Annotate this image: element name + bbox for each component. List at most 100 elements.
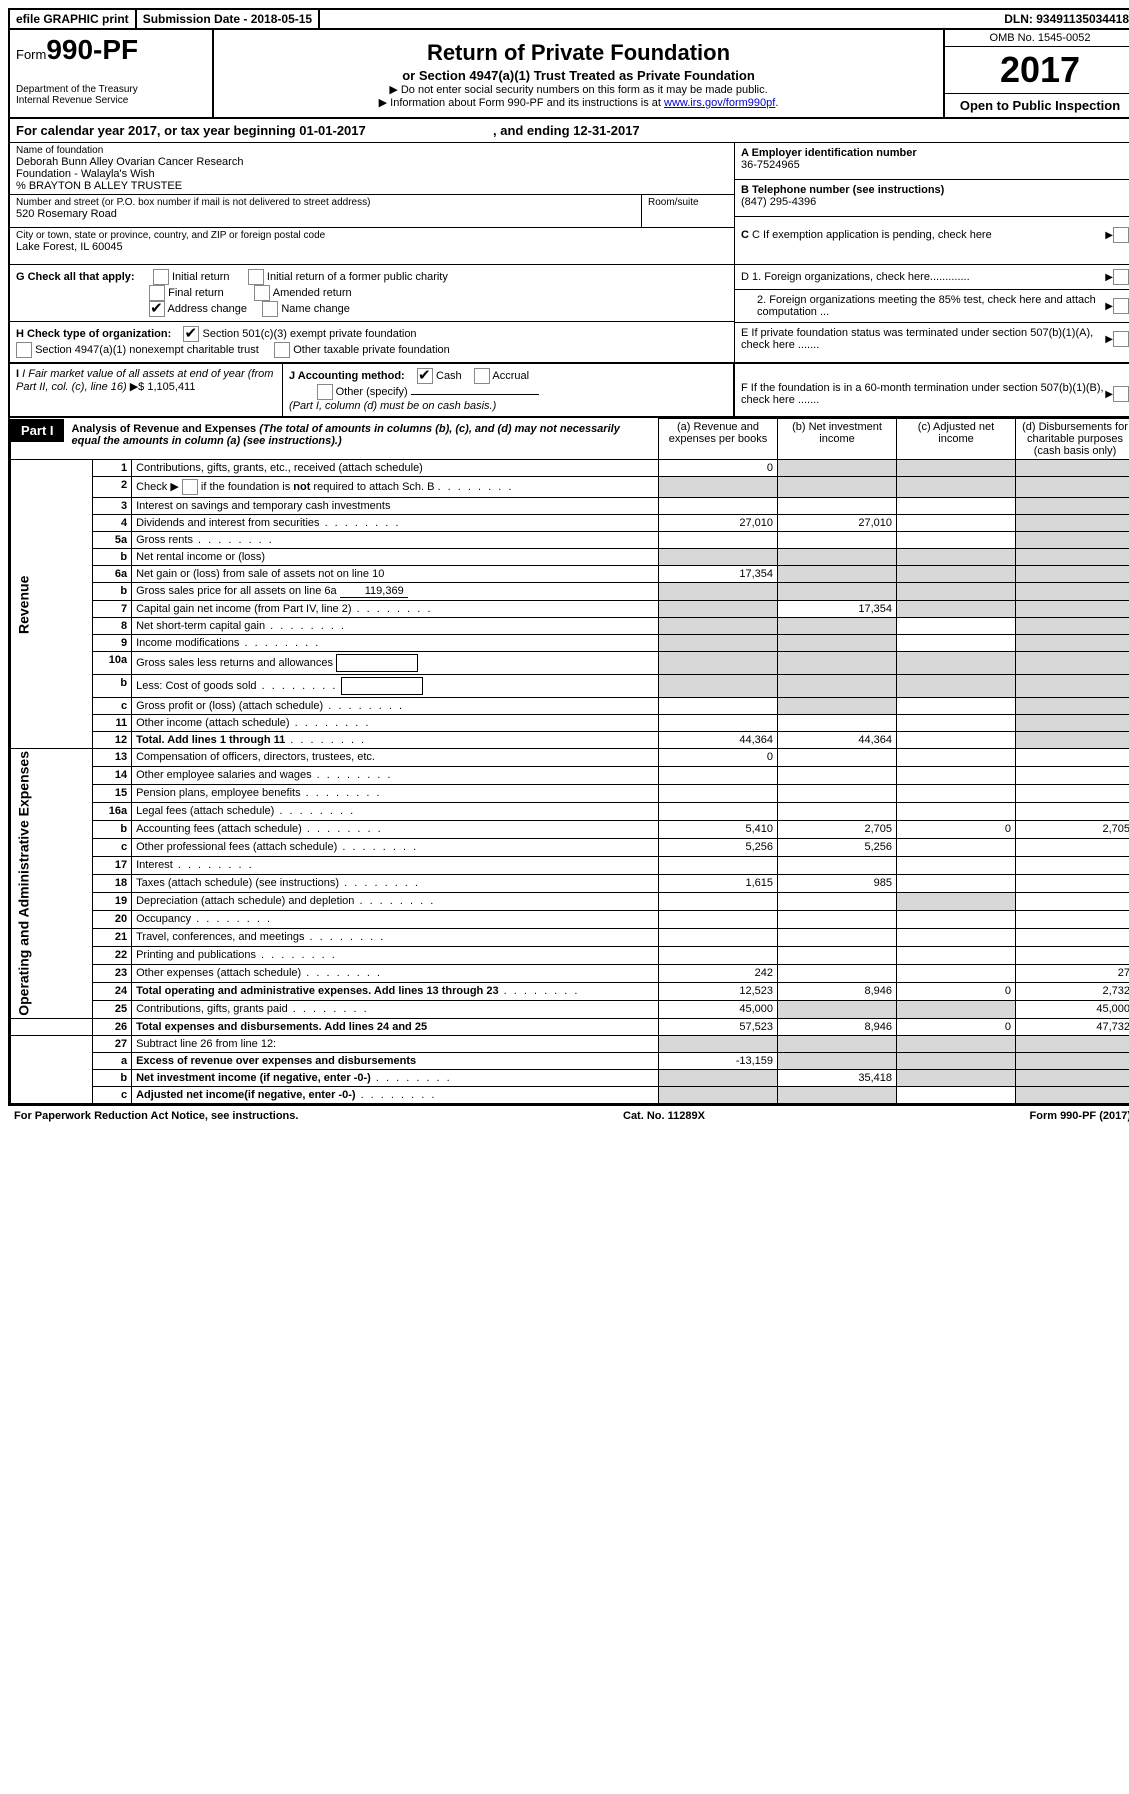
e-label: E If private foundation status was termi… <box>741 327 1105 351</box>
exemption-cell: C C If exemption application is pending,… <box>735 217 1129 253</box>
d2-checkbox[interactable] <box>1113 298 1129 314</box>
line-num: 26 <box>93 1018 132 1035</box>
schb-checkbox[interactable] <box>182 479 198 495</box>
cell-a: 27,010 <box>659 515 778 532</box>
line-desc: Gross rents <box>132 532 659 549</box>
line-num: 24 <box>93 982 132 1000</box>
j-accrual-checkbox[interactable] <box>474 368 490 384</box>
part1-header-row: Part I Analysis of Revenue and Expenses … <box>11 419 1129 460</box>
f-cell-wrap: F If the foundation is in a 60-month ter… <box>734 364 1129 416</box>
table-row: 23 Other expenses (attach schedule) 242 … <box>11 964 1129 982</box>
h-501c3-checkbox[interactable] <box>183 326 199 342</box>
form-title: Return of Private Foundation <box>220 40 937 66</box>
arrow-icon <box>1105 271 1113 283</box>
line-desc: Contributions, gifts, grants, etc., rece… <box>132 460 659 477</box>
cell-b: 8,946 <box>778 982 897 1000</box>
h-4947-checkbox[interactable] <box>16 342 32 358</box>
j-other-checkbox[interactable] <box>317 384 333 400</box>
table-row: 18 Taxes (attach schedule) (see instruct… <box>11 874 1129 892</box>
top-bar: efile GRAPHIC print Submission Date - 20… <box>10 10 1129 30</box>
table-row: 21 Travel, conferences, and meetings <box>11 928 1129 946</box>
i-prefix: ▶$ <box>130 381 148 393</box>
table-row: 6a Net gain or (loss) from sale of asset… <box>11 566 1129 583</box>
line-desc: Printing and publications <box>132 946 659 964</box>
cell-a: 45,000 <box>659 1000 778 1018</box>
c-checkbox[interactable] <box>1113 227 1129 243</box>
e-checkbox[interactable] <box>1113 331 1129 347</box>
entity-block: Name of foundation Deborah Bunn Alley Ov… <box>10 143 1129 265</box>
cell-c: 0 <box>897 1018 1016 1035</box>
line-desc: Pension plans, employee benefits <box>132 784 659 802</box>
table-row: 27 Subtract line 26 from line 12: <box>11 1035 1129 1052</box>
g-name-label: Name change <box>281 303 350 315</box>
g-initial-checkbox[interactable] <box>153 269 169 285</box>
j-cash-checkbox[interactable] <box>417 368 433 384</box>
j-other-input[interactable] <box>411 394 539 395</box>
line-desc: Interest <box>132 856 659 874</box>
table-row: c Adjusted net income(if negative, enter… <box>11 1086 1129 1103</box>
line-desc: Contributions, gifts, grants paid <box>132 1000 659 1018</box>
cal-begin: 01-01-2017 <box>299 123 366 138</box>
cell-c: 0 <box>897 982 1016 1000</box>
table-row: Operating and Administrative Expenses 13… <box>11 749 1129 767</box>
cell-a: 5,410 <box>659 820 778 838</box>
h-other-checkbox[interactable] <box>274 342 290 358</box>
phone-label: B Telephone number (see instructions) <box>741 184 944 196</box>
cell-a: 0 <box>659 749 778 767</box>
g-initial-former-checkbox[interactable] <box>248 269 264 285</box>
line-num: 6a <box>93 566 132 583</box>
part1-table: Part I Analysis of Revenue and Expenses … <box>10 418 1129 1104</box>
cell-c: 0 <box>897 820 1016 838</box>
f-checkbox[interactable] <box>1113 386 1129 402</box>
g-name-checkbox[interactable] <box>262 301 278 317</box>
table-row: 19 Depreciation (attach schedule) and de… <box>11 892 1129 910</box>
g-final-label: Final return <box>168 287 224 299</box>
city-label: City or town, state or province, country… <box>16 230 728 241</box>
cell-b: 17,354 <box>778 601 897 618</box>
line-desc: Net gain or (loss) from sale of assets n… <box>132 566 659 583</box>
line-desc: Total expenses and disbursements. Add li… <box>132 1018 659 1035</box>
table-row: 7 Capital gain net income (from Part IV,… <box>11 601 1129 618</box>
cell-b: 35,418 <box>778 1069 897 1086</box>
line-desc: Income modifications <box>132 635 659 652</box>
form-subtitle: or Section 4947(a)(1) Trust Treated as P… <box>220 68 937 83</box>
line-num: 7 <box>93 601 132 618</box>
d1-label: D 1. Foreign organizations, check here..… <box>741 271 1105 283</box>
d1-row: D 1. Foreign organizations, check here..… <box>735 265 1129 290</box>
inline-box <box>341 677 423 695</box>
line-num: 17 <box>93 856 132 874</box>
line-num: 3 <box>93 498 132 515</box>
i-value: 1,105,411 <box>147 381 195 393</box>
cell-b <box>778 460 897 477</box>
cal-prefix: For calendar year 2017, or tax year begi… <box>16 123 299 138</box>
line-desc: Gross sales less returns and allowances <box>132 652 659 675</box>
info-note-suffix: . <box>775 97 778 109</box>
irs-link[interactable]: www.irs.gov/form990pf <box>664 97 775 109</box>
table-row: c Gross profit or (loss) (attach schedul… <box>11 698 1129 715</box>
city-value: Lake Forest, IL 60045 <box>16 241 728 253</box>
line-desc: Occupancy <box>132 910 659 928</box>
g-address-checkbox[interactable] <box>149 301 165 317</box>
form-prefix: Form <box>16 47 46 62</box>
line-num: 8 <box>93 618 132 635</box>
cal-mid: , and ending <box>493 123 573 138</box>
table-row: 9 Income modifications <box>11 635 1129 652</box>
entity-right: A Employer identification number 36-7524… <box>734 143 1129 264</box>
cell-b: 44,364 <box>778 732 897 749</box>
g-amended-checkbox[interactable] <box>254 285 270 301</box>
ein-cell: A Employer identification number 36-7524… <box>735 143 1129 180</box>
tax-year: 2017 <box>945 47 1129 94</box>
line-desc: Net rental income or (loss) <box>132 549 659 566</box>
line-num: 19 <box>93 892 132 910</box>
inline-value: 119,369 <box>340 585 408 598</box>
table-row: a Excess of revenue over expenses and di… <box>11 1052 1129 1069</box>
ghi-right: D 1. Foreign organizations, check here..… <box>734 265 1129 362</box>
cell-d: 47,732 <box>1016 1018 1129 1035</box>
table-row: 2 Check ▶ if the foundation is not requi… <box>11 477 1129 498</box>
cell-d: 45,000 <box>1016 1000 1129 1018</box>
d1-checkbox[interactable] <box>1113 269 1129 285</box>
c-label: C If exemption application is pending, c… <box>752 229 992 241</box>
line-num: 18 <box>93 874 132 892</box>
efile-button[interactable]: efile GRAPHIC print <box>10 10 137 28</box>
line-desc: Accounting fees (attach schedule) <box>132 820 659 838</box>
